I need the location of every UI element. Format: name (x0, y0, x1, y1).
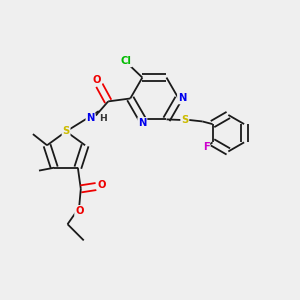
Text: H: H (99, 114, 107, 123)
Text: F: F (203, 142, 209, 152)
Text: Cl: Cl (121, 56, 132, 66)
Text: N: N (138, 118, 146, 128)
Text: S: S (181, 115, 188, 125)
Text: O: O (93, 75, 101, 85)
Text: N: N (178, 94, 186, 103)
Text: O: O (97, 180, 106, 190)
Text: O: O (75, 206, 84, 216)
Text: S: S (62, 126, 70, 136)
Text: N: N (86, 113, 95, 123)
